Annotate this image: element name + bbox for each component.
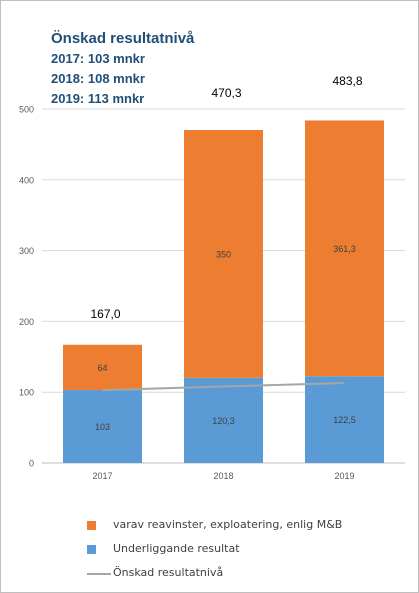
bar-segment <box>63 390 142 463</box>
bar-segment <box>184 377 263 463</box>
y-tick-label: 200 <box>19 317 34 327</box>
target-2018: 2018: 108 mnkr <box>51 71 145 86</box>
data-label: 350 <box>216 249 231 259</box>
data-label: 122,5 <box>333 415 356 425</box>
legend-label-gains: varav reavinster, exploatering, enlig M&… <box>113 518 343 531</box>
target-line <box>102 381 345 392</box>
y-tick-label: 500 <box>19 105 34 115</box>
legend-swatch-underlying <box>87 545 96 554</box>
data-label: 120,3 <box>212 416 235 426</box>
legend-line-target <box>87 573 111 575</box>
total-label: 167,0 <box>90 307 120 321</box>
y-tick-label: 300 <box>19 246 34 256</box>
x-tick-label: 2018 <box>213 471 233 481</box>
bar-segment <box>305 376 384 463</box>
bar-segment <box>184 130 263 378</box>
data-label: 103 <box>95 422 110 432</box>
total-label: 470,3 <box>211 86 241 100</box>
legend-label-underlying: Underliggande resultat <box>113 542 240 555</box>
chart-title: Önskad resultatnivå <box>51 30 195 47</box>
legend-label-target: Önskad resultatnivå <box>113 566 224 579</box>
legend-swatch-gains <box>87 521 96 530</box>
stacked-bar-chart: 0 100 200 300 400 500 103 64 2017 120,3 350 2018 122… <box>19 74 405 481</box>
target-2019: 2019: 113 mnkr <box>51 91 145 106</box>
data-label: 361,3 <box>333 244 356 254</box>
target-2017: 2017: 103 mnkr <box>51 51 145 66</box>
chart-header: Önskad resultatnivå 2017: 103 mnkr 2018:… <box>51 29 194 109</box>
y-tick-label: 100 <box>19 388 34 398</box>
x-tick-label: 2017 <box>92 471 112 481</box>
bar-segment <box>305 120 384 377</box>
bar-segment <box>63 344 142 391</box>
total-label: 483,8 <box>332 74 362 88</box>
x-tick-label: 2019 <box>334 471 354 481</box>
y-tick-label: 400 <box>19 175 34 185</box>
y-tick-label: 0 <box>29 459 34 469</box>
data-label: 64 <box>97 363 107 373</box>
